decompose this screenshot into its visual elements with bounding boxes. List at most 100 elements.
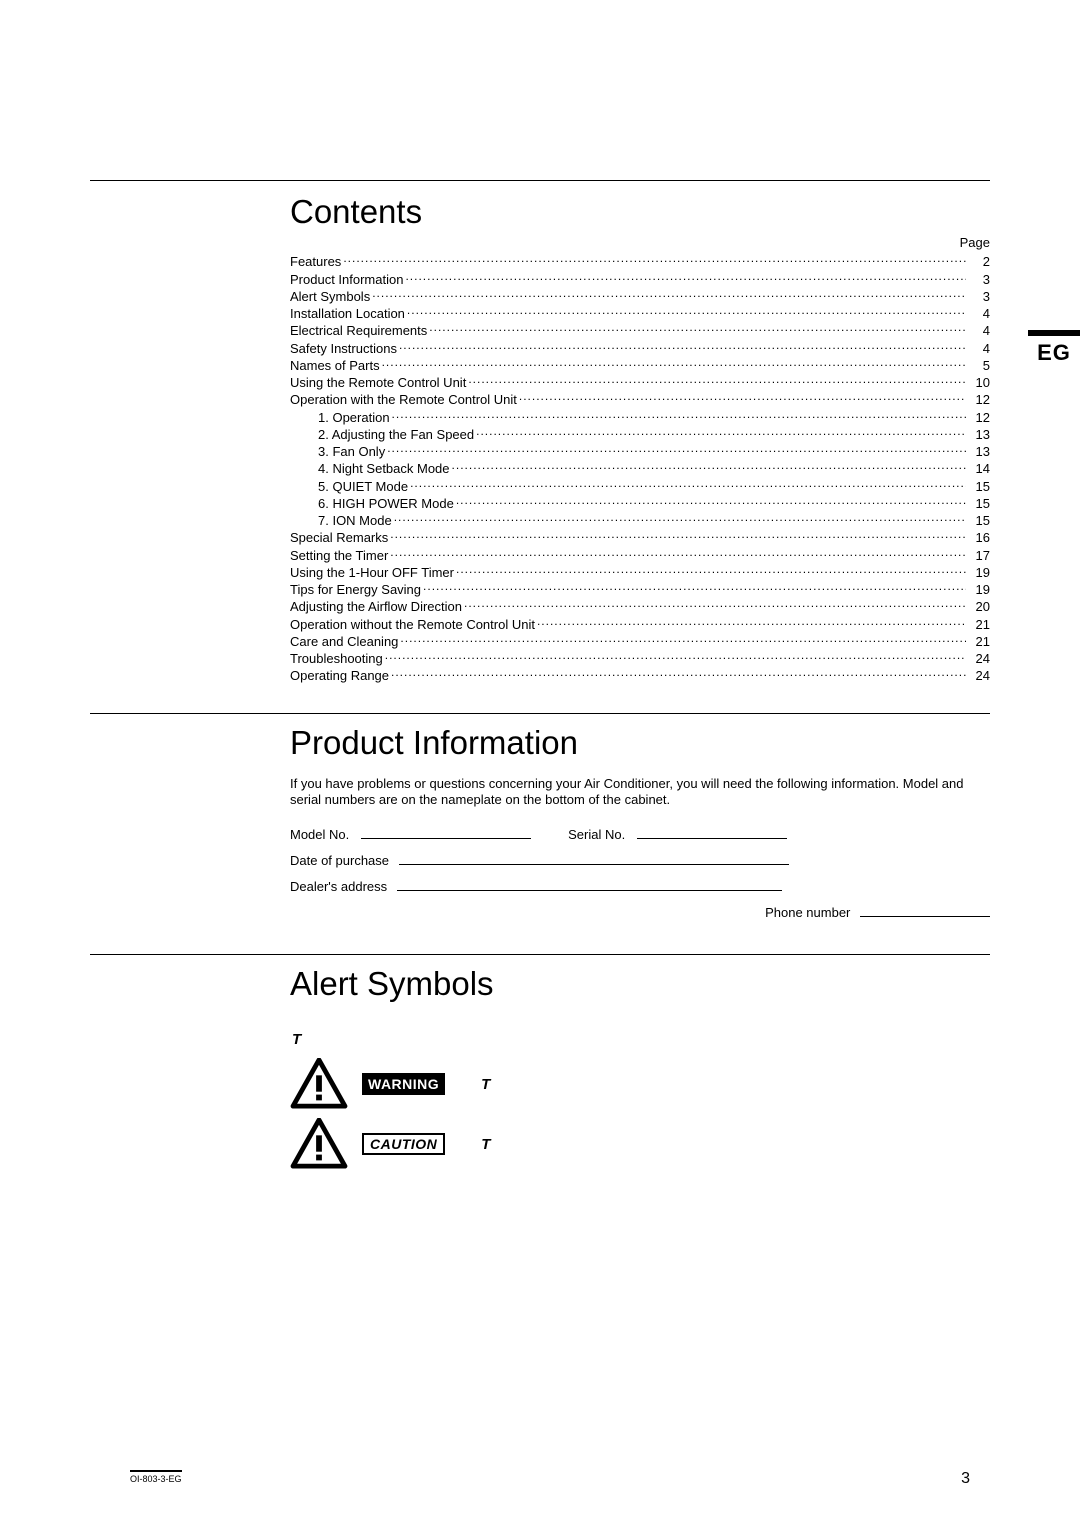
toc-row: Troubleshooting24 bbox=[290, 650, 990, 667]
divider bbox=[90, 180, 990, 181]
toc-dots bbox=[410, 478, 966, 491]
toc-dots bbox=[429, 322, 966, 335]
toc-label: Special Remarks bbox=[290, 530, 388, 546]
toc-label: 1. Operation bbox=[318, 410, 390, 426]
toc-row: Special Remarks 16 bbox=[290, 529, 990, 546]
toc-row: 3. Fan Only 13 bbox=[290, 443, 990, 460]
toc-row: Adjusting the Airflow Direction20 bbox=[290, 598, 990, 615]
toc-page: 2 bbox=[968, 254, 990, 270]
toc-row: 5. QUIET Mode15 bbox=[290, 478, 990, 495]
toc-row: Installation Location 4 bbox=[290, 305, 990, 322]
phone-number-label: Phone number bbox=[765, 905, 850, 920]
toc-dots bbox=[382, 357, 966, 370]
field-row-date: Date of purchase bbox=[290, 848, 990, 874]
toc-label: Adjusting the Airflow Direction bbox=[290, 599, 462, 615]
toc-dots bbox=[394, 512, 966, 525]
toc-row: Tips for Energy Saving 19 bbox=[290, 581, 990, 598]
dealers-address-label: Dealer's address bbox=[290, 879, 387, 894]
toc-label: Using the 1-Hour OFF Timer bbox=[290, 565, 454, 581]
toc-label: 5. QUIET Mode bbox=[318, 479, 408, 495]
dealers-address-input-line[interactable] bbox=[397, 878, 782, 891]
warning-triangle-icon bbox=[290, 1058, 348, 1110]
toc-dots bbox=[390, 547, 966, 560]
alert-symbols-block: T WARNING T CAUTION T bbox=[90, 1007, 990, 1170]
toc-page: 4 bbox=[968, 341, 990, 357]
toc-dots bbox=[392, 409, 966, 422]
toc-dots bbox=[476, 426, 966, 439]
toc-row: Operation without the Remote Control Uni… bbox=[290, 616, 990, 633]
toc-row: Setting the Timer 17 bbox=[290, 547, 990, 564]
toc-row: Using the 1-Hour OFF Timer19 bbox=[290, 564, 990, 581]
toc-label: Operation without the Remote Control Uni… bbox=[290, 617, 535, 633]
toc-page: 13 bbox=[968, 444, 990, 460]
toc-label: 6. HIGH POWER Mode bbox=[318, 496, 454, 512]
toc-dots bbox=[405, 271, 966, 284]
toc-dots bbox=[390, 529, 966, 542]
field-row-model-serial: Model No. Serial No. bbox=[290, 822, 990, 848]
toc-label: 4. Night Setback Mode bbox=[318, 461, 450, 477]
toc-label: Setting the Timer bbox=[290, 548, 388, 564]
toc-row: Care and Cleaning21 bbox=[290, 633, 990, 650]
toc-label: 3. Fan Only bbox=[318, 444, 385, 460]
toc-label: Tips for Energy Saving bbox=[290, 582, 421, 598]
toc-page: 4 bbox=[968, 306, 990, 322]
toc-page: 15 bbox=[968, 496, 990, 512]
toc-page: 3 bbox=[968, 289, 990, 305]
contents-heading: Contents bbox=[90, 193, 990, 231]
toc-dots bbox=[385, 650, 966, 663]
toc-label: Electrical Requirements bbox=[290, 323, 427, 339]
date-of-purchase-label: Date of purchase bbox=[290, 853, 389, 868]
model-no-label: Model No. bbox=[290, 827, 349, 842]
serial-no-label: Serial No. bbox=[568, 827, 625, 842]
product-info-block: If you have problems or questions concer… bbox=[90, 776, 990, 927]
field-row-dealer: Dealer's address bbox=[290, 874, 990, 900]
toc-dots bbox=[423, 581, 966, 594]
model-no-input-line[interactable] bbox=[361, 826, 531, 839]
caution-triangle-icon bbox=[290, 1118, 348, 1170]
toc-dots bbox=[456, 495, 966, 508]
caution-row: CAUTION T bbox=[290, 1118, 990, 1170]
caution-badge: CAUTION bbox=[362, 1133, 445, 1155]
page-label-text: Page bbox=[960, 235, 990, 251]
date-of-purchase-input-line[interactable] bbox=[399, 852, 789, 865]
toc-label: Installation Location bbox=[290, 306, 405, 322]
toc-label: 7. ION Mode bbox=[318, 513, 392, 529]
divider bbox=[90, 954, 990, 955]
divider bbox=[90, 713, 990, 714]
toc-dots bbox=[387, 443, 966, 456]
page-label: Page bbox=[290, 235, 990, 253]
toc-dots bbox=[537, 616, 966, 629]
toc-label: Safety Instructions bbox=[290, 341, 397, 357]
toc-page: 16 bbox=[968, 530, 990, 546]
toc-dots bbox=[452, 460, 966, 473]
toc-row: 4. Night Setback Mode14 bbox=[290, 460, 990, 477]
serial-no-input-line[interactable] bbox=[637, 826, 787, 839]
phone-number-input-line[interactable] bbox=[860, 904, 990, 917]
toc-list: Features2Product Information3Alert Symbo… bbox=[290, 253, 990, 684]
language-tab: EG bbox=[1028, 330, 1080, 368]
toc-row: Features2 bbox=[290, 253, 990, 270]
toc-page: 4 bbox=[968, 323, 990, 339]
toc-label: Care and Cleaning bbox=[290, 634, 398, 650]
toc-page: 3 bbox=[968, 272, 990, 288]
toc-row: Electrical Requirements 4 bbox=[290, 322, 990, 339]
t-letter-warning: T bbox=[481, 1076, 490, 1093]
alert-symbols-heading: Alert Symbols bbox=[90, 965, 990, 1003]
page-root: EG Contents Page Features2Product Inform… bbox=[0, 0, 1080, 1528]
toc-label: Using the Remote Control Unit bbox=[290, 375, 466, 391]
toc-dots bbox=[456, 564, 966, 577]
t-heading: T bbox=[292, 1031, 990, 1048]
toc-row: Operation with the Remote Control Unit12 bbox=[290, 391, 990, 408]
toc-page: 19 bbox=[968, 582, 990, 598]
toc-page: 15 bbox=[968, 513, 990, 529]
toc-block: Page Features2Product Information3Alert … bbox=[90, 235, 990, 685]
warning-row: WARNING T bbox=[290, 1058, 990, 1110]
toc-page: 21 bbox=[968, 617, 990, 633]
footer-page-number: 3 bbox=[961, 1470, 970, 1488]
toc-row: 7. ION Mode 15 bbox=[290, 512, 990, 529]
toc-row: Product Information3 bbox=[290, 271, 990, 288]
toc-page: 5 bbox=[968, 358, 990, 374]
toc-page: 17 bbox=[968, 548, 990, 564]
toc-row: Operating Range24 bbox=[290, 667, 990, 684]
toc-dots bbox=[519, 391, 966, 404]
